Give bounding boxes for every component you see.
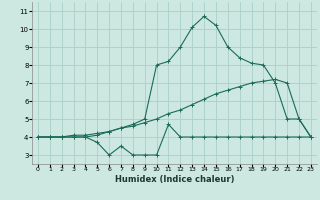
X-axis label: Humidex (Indice chaleur): Humidex (Indice chaleur): [115, 175, 234, 184]
